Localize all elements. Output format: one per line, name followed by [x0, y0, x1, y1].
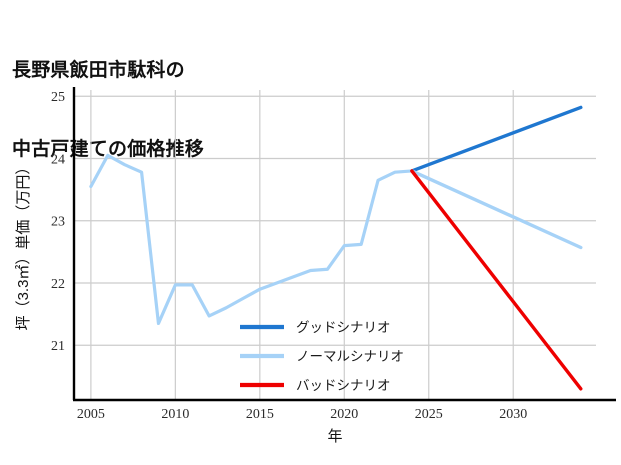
series-line-グッドシナリオ	[410, 105, 583, 173]
y-tick-label: 21	[51, 339, 65, 354]
series-line-ノーマルシナリオ	[410, 169, 583, 250]
x-axis-title: 年	[327, 428, 342, 445]
chart-title-line-1: 長野県飯田市駄科の	[12, 60, 185, 82]
data-series-layer	[89, 105, 583, 391]
x-tick-label: 2020	[330, 407, 358, 422]
x-tick-label: 2005	[77, 407, 105, 422]
x-tick-label: 2030	[499, 407, 527, 422]
x-tick-label: 2025	[415, 407, 443, 422]
legend-label-0[interactable]: グッドシナリオ	[296, 320, 391, 335]
y-axis-tick-labels: 21 22 23 24 25	[51, 90, 65, 354]
y-tick-label: 23	[51, 215, 65, 230]
y-tick-label: 24	[51, 152, 65, 167]
chart-title: 長野県飯田市駄科の 中古戸建ての価格推移	[12, 6, 204, 216]
series-line-実績	[89, 153, 414, 326]
y-tick-label: 25	[51, 90, 65, 105]
grid-lines	[74, 90, 596, 400]
x-tick-label: 2015	[246, 407, 274, 422]
x-tick-label: 2010	[161, 407, 189, 422]
series-line-バッドシナリオ	[410, 169, 583, 391]
x-axis-tick-labels: 2005 2010 2015 2020 2025 2030	[77, 407, 527, 422]
legend-label-2[interactable]: バッドシナリオ	[296, 378, 391, 393]
axis-lines	[72, 87, 616, 402]
y-tick-label: 22	[51, 277, 65, 292]
legend-label-1[interactable]: ノーマルシナリオ	[296, 349, 404, 364]
chart-title-line-2: 中古戸建ての価格推移	[12, 139, 205, 161]
y-axis-title: 坪（3.3㎡）単価（万円）	[15, 160, 32, 331]
